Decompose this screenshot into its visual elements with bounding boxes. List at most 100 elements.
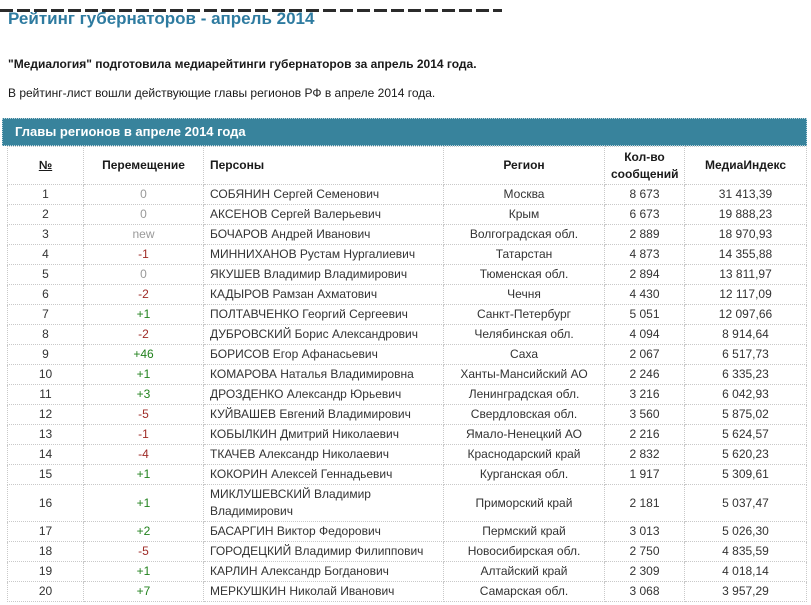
cell-person: КАДЫРОВ Рамзан Ахматович (203, 284, 444, 305)
cell-media-index: 5 037,47 (684, 484, 807, 522)
cell-media-index: 3 957,29 (684, 581, 807, 602)
cell-region: Пермский край (443, 521, 605, 542)
table-row: 18 -5 ГОРОДЕЦКИЙ Владимир Филиппович Нов… (7, 541, 807, 562)
governors-table-body: 1 0 СОБЯНИН Сергей Семенович Москва 8 67… (7, 184, 807, 602)
table-row: 12 -5 КУЙВАШЕВ Евгений Владимирович Свер… (7, 404, 807, 425)
cell-move: new (83, 224, 204, 245)
cell-rank: 3 (7, 224, 84, 245)
cell-media-index: 5 624,57 (684, 424, 807, 445)
cell-move: +46 (83, 344, 204, 365)
cell-person: БОРИСОВ Егор Афанасьевич (203, 344, 444, 365)
cell-rank: 14 (7, 444, 84, 465)
cell-media-index: 12 097,66 (684, 304, 807, 325)
cell-region: Ямало-Ненецкий АО (443, 424, 605, 445)
cell-region: Алтайский край (443, 561, 605, 582)
cell-region: Крым (443, 204, 605, 225)
cell-messages: 2 246 (604, 364, 685, 385)
cell-media-index: 19 888,23 (684, 204, 807, 225)
cell-rank: 16 (7, 484, 84, 522)
cell-move: +2 (83, 521, 204, 542)
cell-region: Краснодарский край (443, 444, 605, 465)
cell-region: Саха (443, 344, 605, 365)
cell-rank: 17 (7, 521, 84, 542)
cell-messages: 3 216 (604, 384, 685, 405)
cell-person: МИКЛУШЕВСКИЙ Владимир Владимирович (203, 484, 444, 522)
cell-rank: 2 (7, 204, 84, 225)
table-row: 10 +1 КОМАРОВА Наталья Владимировна Хант… (7, 364, 807, 385)
cell-rank: 20 (7, 581, 84, 602)
table-row: 17 +2 БАСАРГИН Виктор Федорович Пермский… (7, 521, 807, 542)
cell-messages: 2 309 (604, 561, 685, 582)
table-row: 16 +1 МИКЛУШЕВСКИЙ Владимир Владимирович… (7, 484, 807, 522)
cell-person: БАСАРГИН Виктор Федорович (203, 521, 444, 542)
column-header-messages: Кол-во сообщений (604, 146, 685, 185)
cell-region: Татарстан (443, 244, 605, 265)
cell-move: +1 (83, 561, 204, 582)
cell-person: БОЧАРОВ Андрей Иванович (203, 224, 444, 245)
cell-move: -2 (83, 324, 204, 345)
cell-person: МИННИХАНОВ Рустам Нургалиевич (203, 244, 444, 265)
cell-region: Новосибирская обл. (443, 541, 605, 562)
table-row: 14 -4 ТКАЧЕВ Александр Николаевич Красно… (7, 444, 807, 465)
cell-move: -5 (83, 541, 204, 562)
table-row: 9 +46 БОРИСОВ Егор Афанасьевич Саха 2 06… (7, 344, 807, 365)
cell-person: КУЙВАШЕВ Евгений Владимирович (203, 404, 444, 425)
cell-move: -2 (83, 284, 204, 305)
cell-messages: 2 181 (604, 484, 685, 522)
cell-move: +1 (83, 364, 204, 385)
cell-media-index: 8 914,64 (684, 324, 807, 345)
cell-person: ГОРОДЕЦКИЙ Владимир Филиппович (203, 541, 444, 562)
cell-region: Ханты-Мансийский АО (443, 364, 605, 385)
cell-region: Приморский край (443, 484, 605, 522)
governors-table-section: Главы регионов в апреле 2014 года № Пере… (2, 118, 807, 602)
cell-rank: 13 (7, 424, 84, 445)
cell-media-index: 5 620,23 (684, 444, 807, 465)
cell-move: +1 (83, 464, 204, 485)
cell-media-index: 6 517,73 (684, 344, 807, 365)
cell-messages: 5 051 (604, 304, 685, 325)
cell-media-index: 31 413,39 (684, 184, 807, 205)
column-header-index: МедиаИндекс (684, 146, 807, 185)
cell-media-index: 6 335,23 (684, 364, 807, 385)
cell-person: ДУБРОВСКИЙ Борис Александрович (203, 324, 444, 345)
cell-person: ПОЛТАВЧЕНКО Георгий Сергеевич (203, 304, 444, 325)
cell-move: +1 (83, 304, 204, 325)
table-caption-bar: Главы регионов в апреле 2014 года (2, 118, 807, 146)
cell-person: КОКОРИН Алексей Геннадьевич (203, 464, 444, 485)
cell-move: 0 (83, 184, 204, 205)
cell-region: Курганская обл. (443, 464, 605, 485)
cell-move: -4 (83, 444, 204, 465)
cell-region: Чечня (443, 284, 605, 305)
cell-media-index: 5 026,30 (684, 521, 807, 542)
cell-rank: 12 (7, 404, 84, 425)
table-header-row: № Перемещение Персоны Регион Кол-во сооб… (7, 146, 807, 185)
cell-move: +3 (83, 384, 204, 405)
column-header-person: Персоны (203, 146, 444, 185)
cell-rank: 19 (7, 561, 84, 582)
cell-messages: 4 094 (604, 324, 685, 345)
cell-move: -5 (83, 404, 204, 425)
cell-messages: 2 750 (604, 541, 685, 562)
cell-region: Тюменская обл. (443, 264, 605, 285)
cell-messages: 3 560 (604, 404, 685, 425)
cell-person: КОБЫЛКИН Дмитрий Николаевич (203, 424, 444, 445)
cell-rank: 4 (7, 244, 84, 265)
cell-region: Санкт-Петербург (443, 304, 605, 325)
cell-rank: 6 (7, 284, 84, 305)
cell-media-index: 5 309,61 (684, 464, 807, 485)
cell-messages: 4 430 (604, 284, 685, 305)
sort-link-num[interactable]: № (38, 158, 53, 172)
cell-person: КОМАРОВА Наталья Владимировна (203, 364, 444, 385)
cell-move: -1 (83, 424, 204, 445)
table-row: 7 +1 ПОЛТАВЧЕНКО Георгий Сергеевич Санкт… (7, 304, 807, 325)
page-title: Рейтинг губернаторов - апрель 2014 (8, 9, 315, 28)
cell-media-index: 4 018,14 (684, 561, 807, 582)
cell-region: Свердловская обл. (443, 404, 605, 425)
table-row: 3 new БОЧАРОВ Андрей Иванович Волгоградс… (7, 224, 807, 245)
table-row: 1 0 СОБЯНИН Сергей Семенович Москва 8 67… (7, 184, 807, 205)
table-row: 4 -1 МИННИХАНОВ Рустам Нургалиевич Татар… (7, 244, 807, 265)
table-row: 15 +1 КОКОРИН Алексей Геннадьевич Курган… (7, 464, 807, 485)
cell-person: ТКАЧЕВ Александр Николаевич (203, 444, 444, 465)
column-header-num: № (7, 146, 84, 185)
cell-move: -1 (83, 244, 204, 265)
